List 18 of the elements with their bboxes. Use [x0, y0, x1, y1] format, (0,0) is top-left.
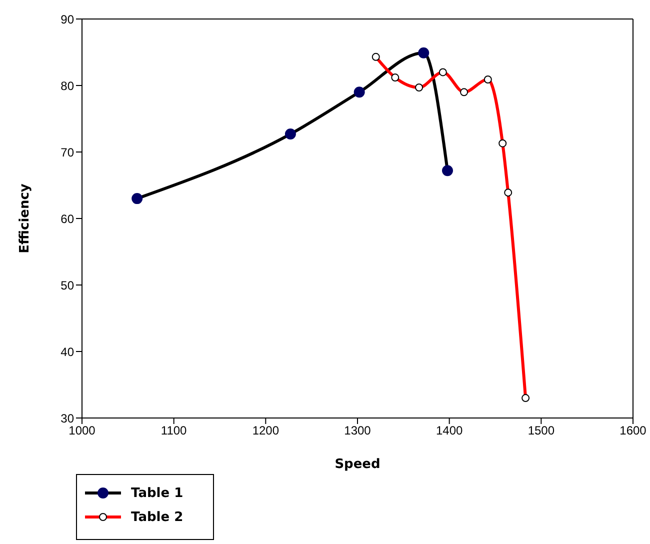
y-tick-label: 50: [60, 278, 74, 292]
y-tick-label: 40: [60, 344, 74, 359]
x-tick-label: 1000: [68, 424, 96, 438]
x-axis-title: Speed: [334, 457, 380, 472]
legend-label: Table 1: [131, 486, 184, 500]
legend-label: Table 2: [131, 510, 184, 524]
y-tick-label: 70: [60, 145, 74, 160]
x-tick-label: 1200: [252, 424, 280, 438]
y-axis-title: Efficiency: [18, 183, 33, 254]
x-tick-label: 1100: [160, 424, 188, 438]
y-tick-label: 80: [60, 78, 74, 93]
x-tick-label: 1400: [436, 424, 464, 438]
y-tick-label: 60: [60, 212, 74, 226]
y-tick-label: 90: [60, 12, 74, 26]
x-tick-label: 1500: [528, 424, 555, 438]
y-tick-label: 30: [60, 411, 74, 426]
x-tick-label: 1300: [344, 424, 372, 438]
x-tick-label: 1600: [620, 424, 647, 438]
